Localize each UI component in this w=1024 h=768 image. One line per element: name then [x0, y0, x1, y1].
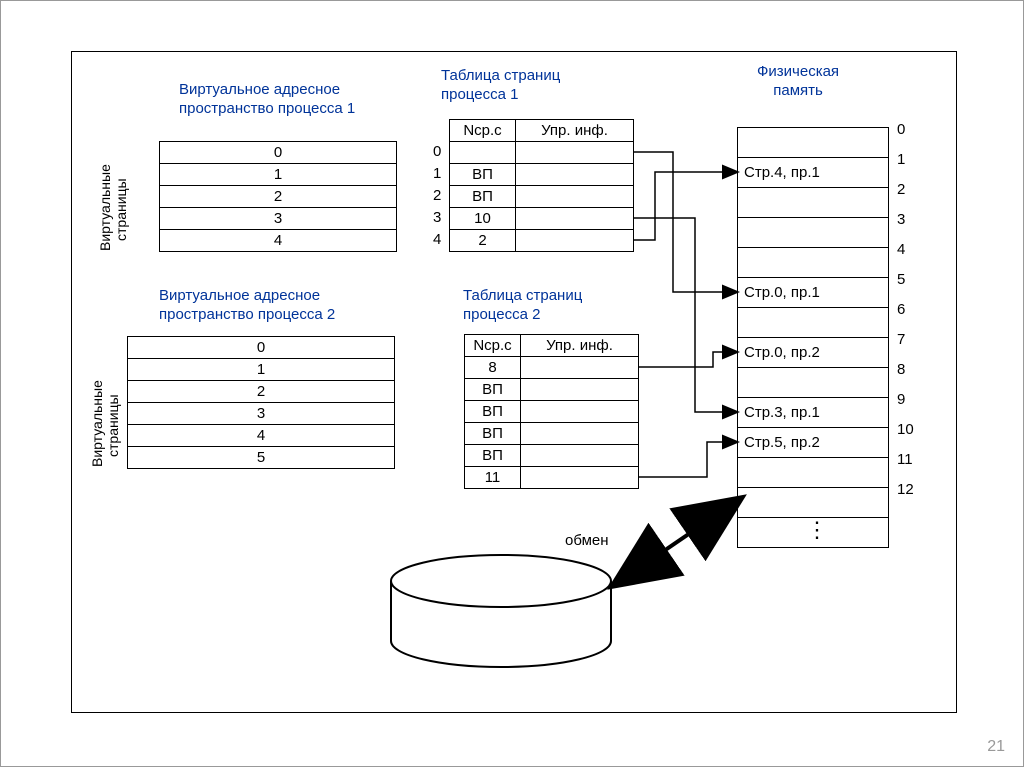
title-pt1: Таблица страницпроцесса 1 — [441, 67, 560, 105]
pt1-col-u: Упр. инф. — [516, 120, 634, 142]
table-row: 2 — [160, 186, 397, 208]
phys-cell — [738, 488, 889, 518]
pt1-n: 10 — [450, 208, 516, 230]
pt2-col-n: Nср.с — [465, 335, 521, 357]
table-row: 2 — [128, 381, 395, 403]
phys-idx: 8 — [897, 361, 905, 378]
pt2-u — [521, 401, 639, 423]
phys-idx: 9 — [897, 391, 905, 408]
vas2-table: 0 1 2 3 4 5 — [127, 336, 395, 469]
pt1-u — [516, 186, 634, 208]
slide-frame: Виртуальное адресноепространство процесс… — [0, 0, 1024, 767]
phys-cell — [738, 248, 889, 278]
vlabel-2b: страницы — [105, 394, 121, 457]
vlabel-2a: Виртуальные — [89, 380, 105, 467]
phys-table: Стр.4, пр.1 Стр.0, пр.1 Стр.0, пр.2 Стр.… — [737, 127, 889, 548]
vas1-table: 0 1 2 3 4 — [159, 141, 397, 252]
exchange-label: обмен — [565, 532, 609, 549]
phys-cell: Стр.3, пр.1 — [738, 398, 889, 428]
table-row: 1 — [128, 359, 395, 381]
phys-idx: 5 — [897, 271, 905, 288]
phys-idx: 7 — [897, 331, 905, 348]
phys-idx: 11 — [897, 451, 913, 468]
phys-idx: 4 — [897, 241, 905, 258]
phys-cell — [738, 218, 889, 248]
pt2-n: 8 — [465, 357, 521, 379]
pt1-table: Nср.сУпр. инф. ВП ВП 10 2 — [449, 119, 634, 252]
phys-idx: 12 — [897, 481, 914, 498]
table-row: 5 — [128, 447, 395, 469]
pt2-n: ВП — [465, 401, 521, 423]
pt1-u — [516, 208, 634, 230]
table-row: 1 — [160, 164, 397, 186]
pt2-u — [521, 423, 639, 445]
pt2-n: 11 — [465, 467, 521, 489]
phys-idx: 6 — [897, 301, 905, 318]
pt1-col-n: Nср.с — [450, 120, 516, 142]
pt2-col-u: Упр. инф. — [521, 335, 639, 357]
pt2-u — [521, 379, 639, 401]
phys-cell: Стр.0, пр.2 — [738, 338, 889, 368]
phys-cell — [738, 188, 889, 218]
title-pt2: Таблица страницпроцесса 2 — [463, 287, 582, 325]
pt2-n: ВП — [465, 379, 521, 401]
pt2-table: Nср.сУпр. инф. 8 ВП ВП ВП ВП 11 — [464, 334, 639, 489]
pt1-u — [516, 230, 634, 252]
slide-number: 21 — [987, 738, 1005, 756]
title-vas2: Виртуальное адресноепространство процесс… — [159, 287, 335, 325]
phys-idx: 0 — [897, 121, 905, 138]
phys-idx: 10 — [897, 421, 914, 438]
phys-idx: 3 — [897, 211, 905, 228]
phys-idx: 2 — [897, 181, 905, 198]
vlabel-1b: страницы — [113, 178, 129, 241]
phys-cell: Стр.5, пр.2 — [738, 428, 889, 458]
pt1-n — [450, 142, 516, 164]
phys-cell — [738, 128, 889, 158]
pt2-n: ВП — [465, 423, 521, 445]
phys-cell — [738, 308, 889, 338]
table-row: 3 — [128, 403, 395, 425]
phys-cell: Стр.4, пр.1 — [738, 158, 889, 188]
table-row: 0 — [128, 337, 395, 359]
table-row: 4 — [160, 230, 397, 252]
phys-cell — [738, 368, 889, 398]
phys-cell: Стр.0, пр.1 — [738, 278, 889, 308]
table-row: 4 — [128, 425, 395, 447]
pt1-u — [516, 142, 634, 164]
pt1-n: 2 — [450, 230, 516, 252]
pt1-idx: 2 — [433, 187, 441, 204]
pt1-u — [516, 164, 634, 186]
pt1-n: ВП — [450, 186, 516, 208]
pt1-idx: 4 — [433, 231, 441, 248]
title-phys: Физическаяпамять — [757, 63, 839, 101]
phys-idx: 1 — [897, 151, 905, 168]
title-vas1: Виртуальное адресноепространство процесс… — [179, 81, 355, 119]
pt2-n: ВП — [465, 445, 521, 467]
pt1-idx: 1 — [433, 165, 441, 182]
pt2-u — [521, 467, 639, 489]
phys-cell — [738, 458, 889, 488]
table-row: 3 — [160, 208, 397, 230]
pt1-n: ВП — [450, 164, 516, 186]
vlabel-1a: Виртуальные — [97, 164, 113, 251]
table-row: 0 — [160, 142, 397, 164]
pt1-idx: 3 — [433, 209, 441, 226]
dots: ⋮ — [806, 517, 830, 543]
pt2-u — [521, 357, 639, 379]
pt2-u — [521, 445, 639, 467]
pt1-idx: 0 — [433, 143, 441, 160]
